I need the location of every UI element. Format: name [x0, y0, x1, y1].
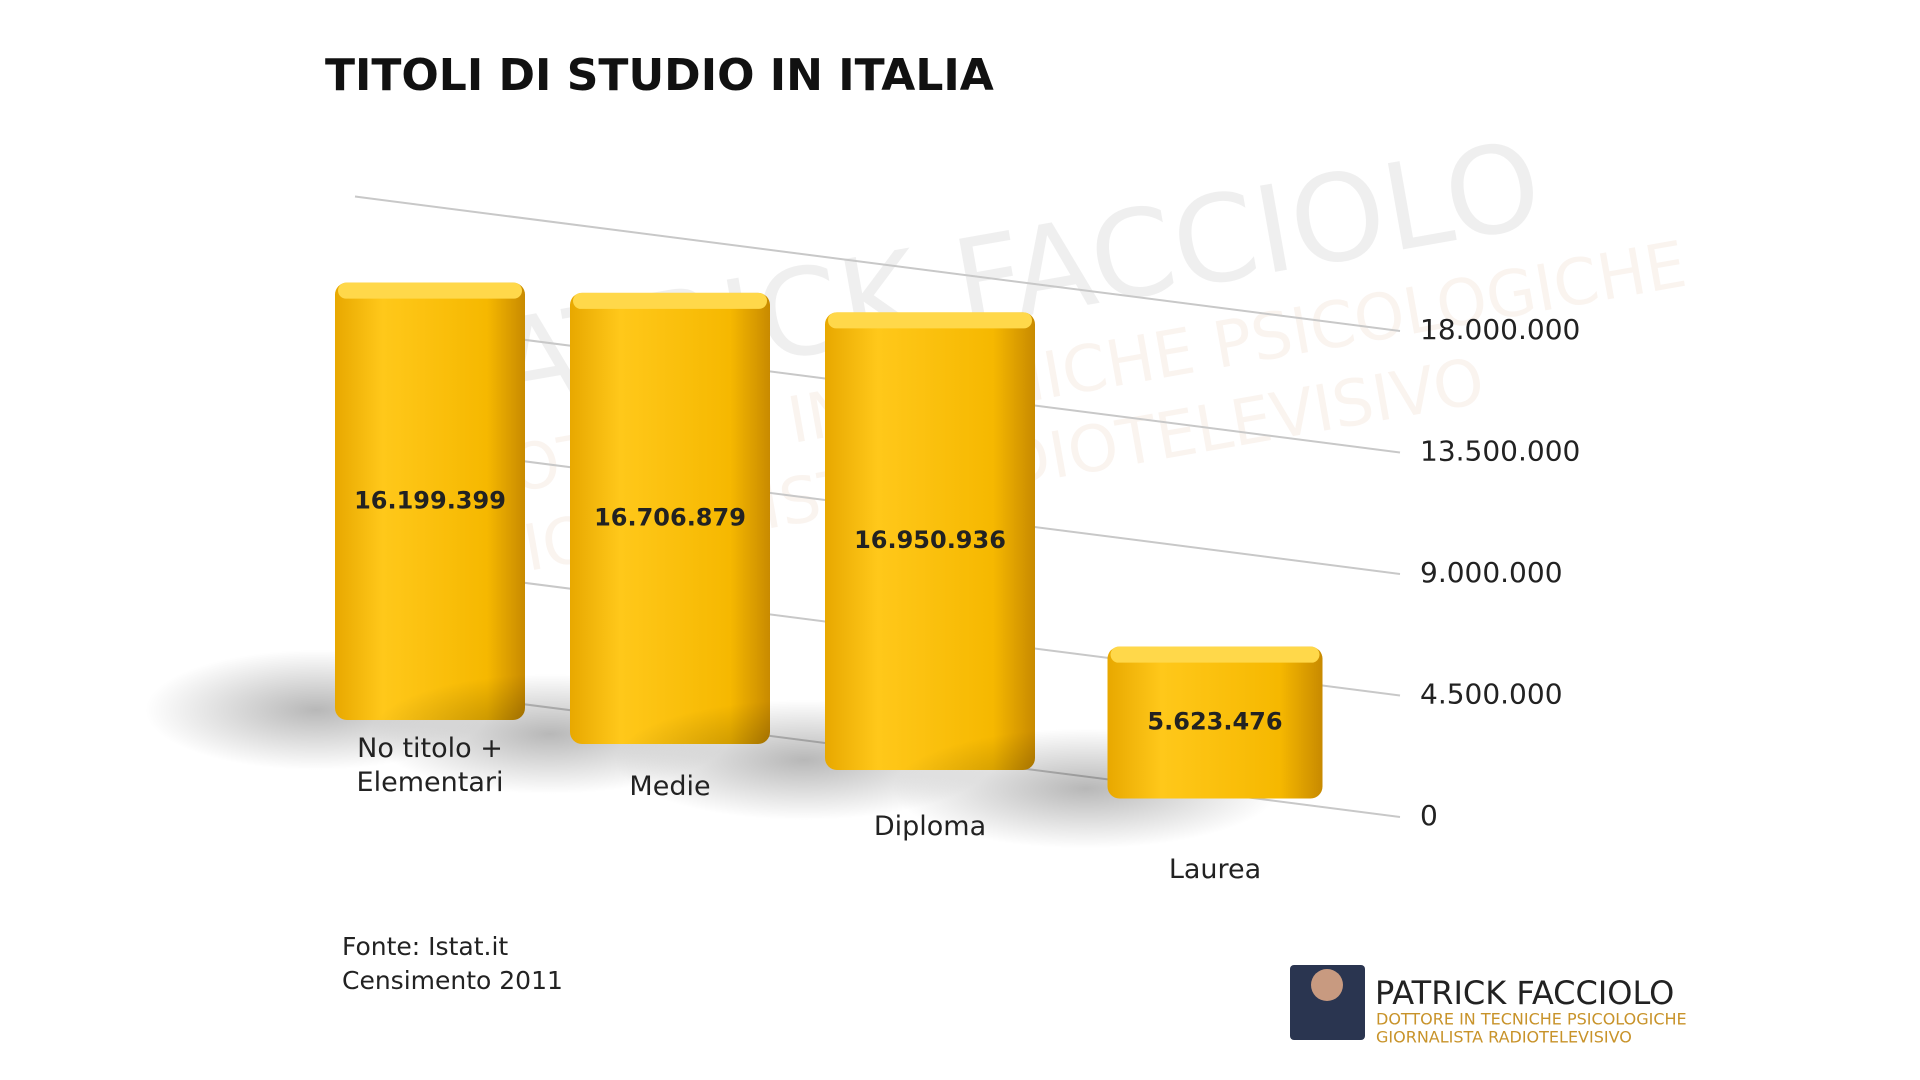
bar-top: [573, 292, 767, 309]
y-tick-label: 4.500.000: [1420, 678, 1563, 711]
x-tick-label: No titolo + Elementari: [356, 733, 504, 798]
bar: [1107, 646, 1323, 799]
brand-name: PATRICK FACCIOLO: [1375, 974, 1674, 1012]
bar-top: [828, 312, 1032, 329]
chart-title: TITOLI DI STUDIO IN ITALIA: [325, 50, 994, 101]
y-tick-label: 18.000.000: [1420, 313, 1580, 346]
value-label: 16.706.879: [594, 503, 746, 531]
source: Fonte: Istat.it: [342, 932, 508, 961]
x-tick-label: Medie: [629, 771, 711, 802]
value-label: 5.623.476: [1147, 708, 1282, 736]
bar: [570, 292, 770, 744]
brand-photo-head: [1311, 969, 1343, 1001]
y-tick-label: 13.500.000: [1420, 435, 1580, 468]
y-tick-label: 0: [1420, 799, 1438, 832]
value-label: 16.950.936: [854, 526, 1006, 554]
bar: [825, 312, 1035, 770]
brand-line: GIORNALISTA RADIOTELEVISIVO: [1376, 1028, 1632, 1047]
brand-line: DOTTORE IN TECNICHE PSICOLOGICHE: [1376, 1010, 1687, 1029]
x-tick-label: Diploma: [873, 811, 987, 842]
x-tick-label: Laurea: [1168, 853, 1262, 885]
value-label: 16.199.399: [354, 486, 506, 514]
grid-line: [354, 195, 1401, 332]
bar-top: [338, 282, 522, 299]
brand-photo: [1290, 965, 1365, 1040]
bar-top: [1110, 646, 1320, 663]
bar: [335, 282, 525, 720]
y-tick-label: 9.000.000: [1420, 556, 1563, 589]
source: Censimento 2011: [342, 966, 563, 995]
